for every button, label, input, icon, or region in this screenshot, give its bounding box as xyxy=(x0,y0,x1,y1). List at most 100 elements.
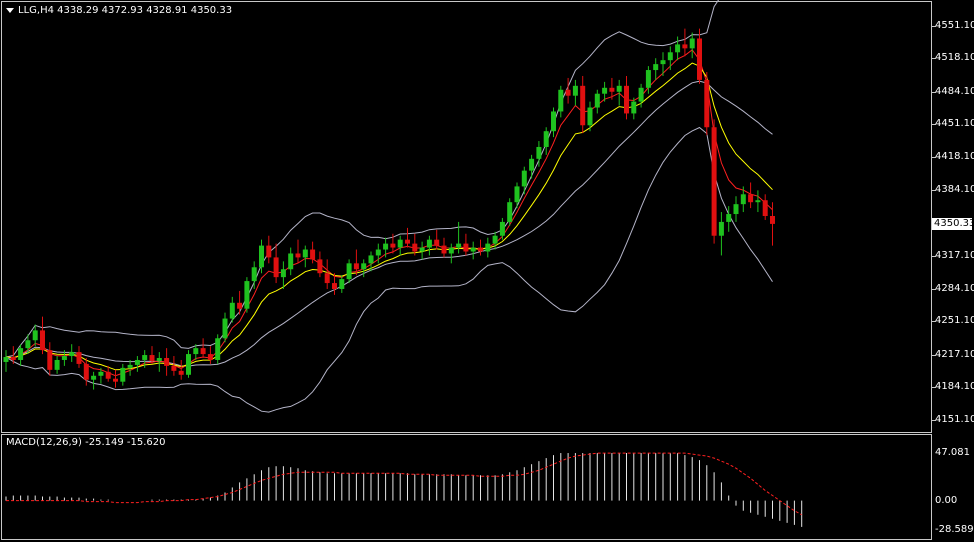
price-tick-mark xyxy=(932,91,936,93)
candle xyxy=(76,346,82,368)
symbol-header[interactable]: LLG,H4 4338.29 4372.93 4328.91 4350.33 xyxy=(6,5,232,16)
price-tick-label: 4217.10 xyxy=(935,348,974,360)
candle xyxy=(324,259,330,289)
candle xyxy=(353,249,359,276)
candle xyxy=(748,182,754,209)
candle xyxy=(521,166,527,195)
candle xyxy=(113,369,118,388)
dropdown-triangle-icon[interactable] xyxy=(6,7,14,13)
candle xyxy=(419,241,425,260)
price-chart-pane[interactable] xyxy=(1,1,932,433)
price-tick-label: 4317.10 xyxy=(935,250,974,262)
candle-body xyxy=(105,371,111,379)
candle xyxy=(485,237,491,258)
candle xyxy=(310,241,316,264)
candle xyxy=(770,202,775,246)
candle xyxy=(317,251,323,278)
candle xyxy=(105,365,111,382)
candle xyxy=(149,346,155,364)
candle-body xyxy=(580,85,586,126)
candle xyxy=(660,52,666,76)
candle xyxy=(492,231,498,250)
candle-body xyxy=(332,283,337,289)
candle-body xyxy=(434,239,440,246)
candle-body xyxy=(83,363,89,380)
candle xyxy=(602,81,608,102)
candle xyxy=(383,237,389,258)
candle xyxy=(631,97,637,120)
candle-body xyxy=(514,186,520,203)
price-tick-label: 4451.10 xyxy=(935,118,974,130)
candle-body xyxy=(207,354,213,360)
candle-body xyxy=(244,281,250,309)
candle xyxy=(689,32,695,59)
bollinger-bands xyxy=(5,0,773,413)
candle-body xyxy=(536,146,542,159)
symbol-info-text: LLG,H4 4338.29 4372.93 4328.91 4350.33 xyxy=(18,5,233,16)
bollinger-lower-line xyxy=(5,126,773,413)
candle xyxy=(448,243,454,264)
candle-body xyxy=(638,87,644,102)
candle-body xyxy=(470,247,476,252)
candle-body xyxy=(653,64,659,71)
candle-body xyxy=(178,370,184,375)
price-tick-label: 4551.10 xyxy=(935,19,974,31)
candle xyxy=(178,359,184,380)
candle xyxy=(32,324,38,347)
candle xyxy=(609,77,615,100)
candle xyxy=(441,237,447,258)
price-tick-mark xyxy=(932,321,936,323)
candle-body xyxy=(353,263,359,270)
candle xyxy=(83,358,89,386)
candle xyxy=(302,245,308,268)
candle xyxy=(54,356,60,374)
candle xyxy=(207,346,213,364)
candle xyxy=(726,206,732,232)
candle xyxy=(624,75,629,120)
candle xyxy=(580,75,586,134)
candle-body xyxy=(770,216,775,224)
candle-body xyxy=(47,350,53,370)
candle-body xyxy=(113,378,118,382)
candle xyxy=(200,338,206,359)
candle-body xyxy=(485,243,491,252)
candle xyxy=(339,275,345,293)
candle xyxy=(346,259,352,284)
candle xyxy=(164,348,170,376)
candle xyxy=(98,367,104,384)
candle-body xyxy=(69,352,75,357)
candle-body xyxy=(405,239,410,244)
candle xyxy=(558,85,564,118)
candle-body xyxy=(361,263,367,270)
candle xyxy=(718,212,724,256)
candle xyxy=(529,154,535,179)
price-tick-mark xyxy=(932,190,936,192)
candle xyxy=(551,107,556,138)
candle-body xyxy=(718,221,724,236)
candle-body xyxy=(572,85,578,96)
candle-body xyxy=(142,355,148,360)
candle xyxy=(375,243,381,264)
slow-ma-line xyxy=(5,62,773,371)
candle xyxy=(3,350,9,372)
candle xyxy=(229,296,235,323)
price-tick-mark xyxy=(932,288,936,290)
macd-pane[interactable] xyxy=(1,434,932,540)
candle xyxy=(478,239,483,256)
candle-body xyxy=(645,70,651,88)
candle-body xyxy=(499,221,505,236)
candle xyxy=(390,233,396,254)
candle-body xyxy=(266,245,272,258)
candle xyxy=(288,247,294,276)
candle xyxy=(40,316,45,355)
candle-body xyxy=(492,235,498,244)
candle xyxy=(222,312,228,343)
candle xyxy=(142,350,148,368)
candle xyxy=(682,28,688,57)
candle-body xyxy=(463,243,469,252)
candle-body xyxy=(127,364,133,368)
candle xyxy=(645,66,651,94)
candle xyxy=(565,77,571,104)
